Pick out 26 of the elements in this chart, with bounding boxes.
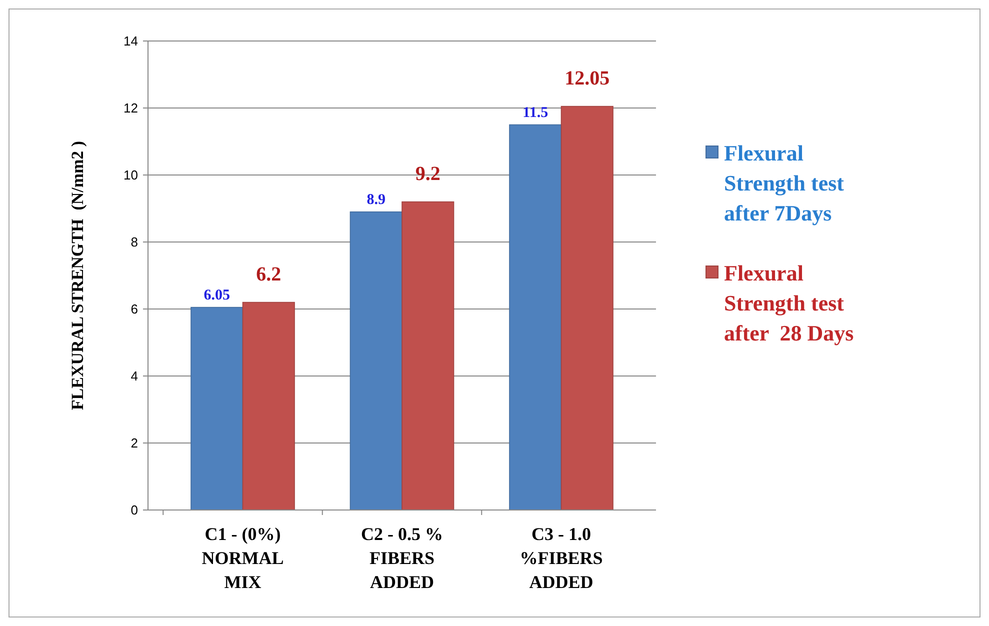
legend-label: Flexural Strength test after 7Days [724, 140, 845, 226]
data-label: 11.5 [522, 104, 548, 121]
bar [242, 302, 295, 510]
y-tick-label: 12 [124, 100, 138, 116]
data-label: 9.2 [415, 162, 440, 185]
bar [560, 106, 614, 510]
legend-label: Flexural Strength test after 28 Days [724, 260, 854, 346]
x-tick-label: C1 - (0%) NORMAL MIX [202, 524, 284, 592]
y-axis-title: FLEXURAL STRENGTH (N/mm2 ) [68, 140, 87, 410]
data-label: 6.05 [204, 287, 230, 304]
bar [509, 124, 562, 510]
y-tick-label: 0 [130, 502, 138, 518]
y-tick-label: 4 [130, 368, 138, 384]
y-tick-label: 10 [124, 168, 138, 183]
x-tick-label: C2 - 0.5 % FIBERS ADDED [361, 524, 443, 592]
y-tick-label: 14 [124, 34, 138, 49]
data-label: 6.2 [256, 263, 282, 286]
y-tick-label: 8 [130, 234, 138, 250]
bar [350, 211, 402, 510]
x-tick-label: C3 - 1.0 %FIBERS ADDED [520, 524, 603, 592]
data-label: 12.05 [564, 67, 610, 90]
y-tick-label: 6 [130, 302, 138, 317]
y-tick-label: 2 [130, 436, 138, 451]
data-label: 8.9 [366, 192, 386, 208]
bar [402, 201, 454, 510]
bar [190, 306, 244, 510]
